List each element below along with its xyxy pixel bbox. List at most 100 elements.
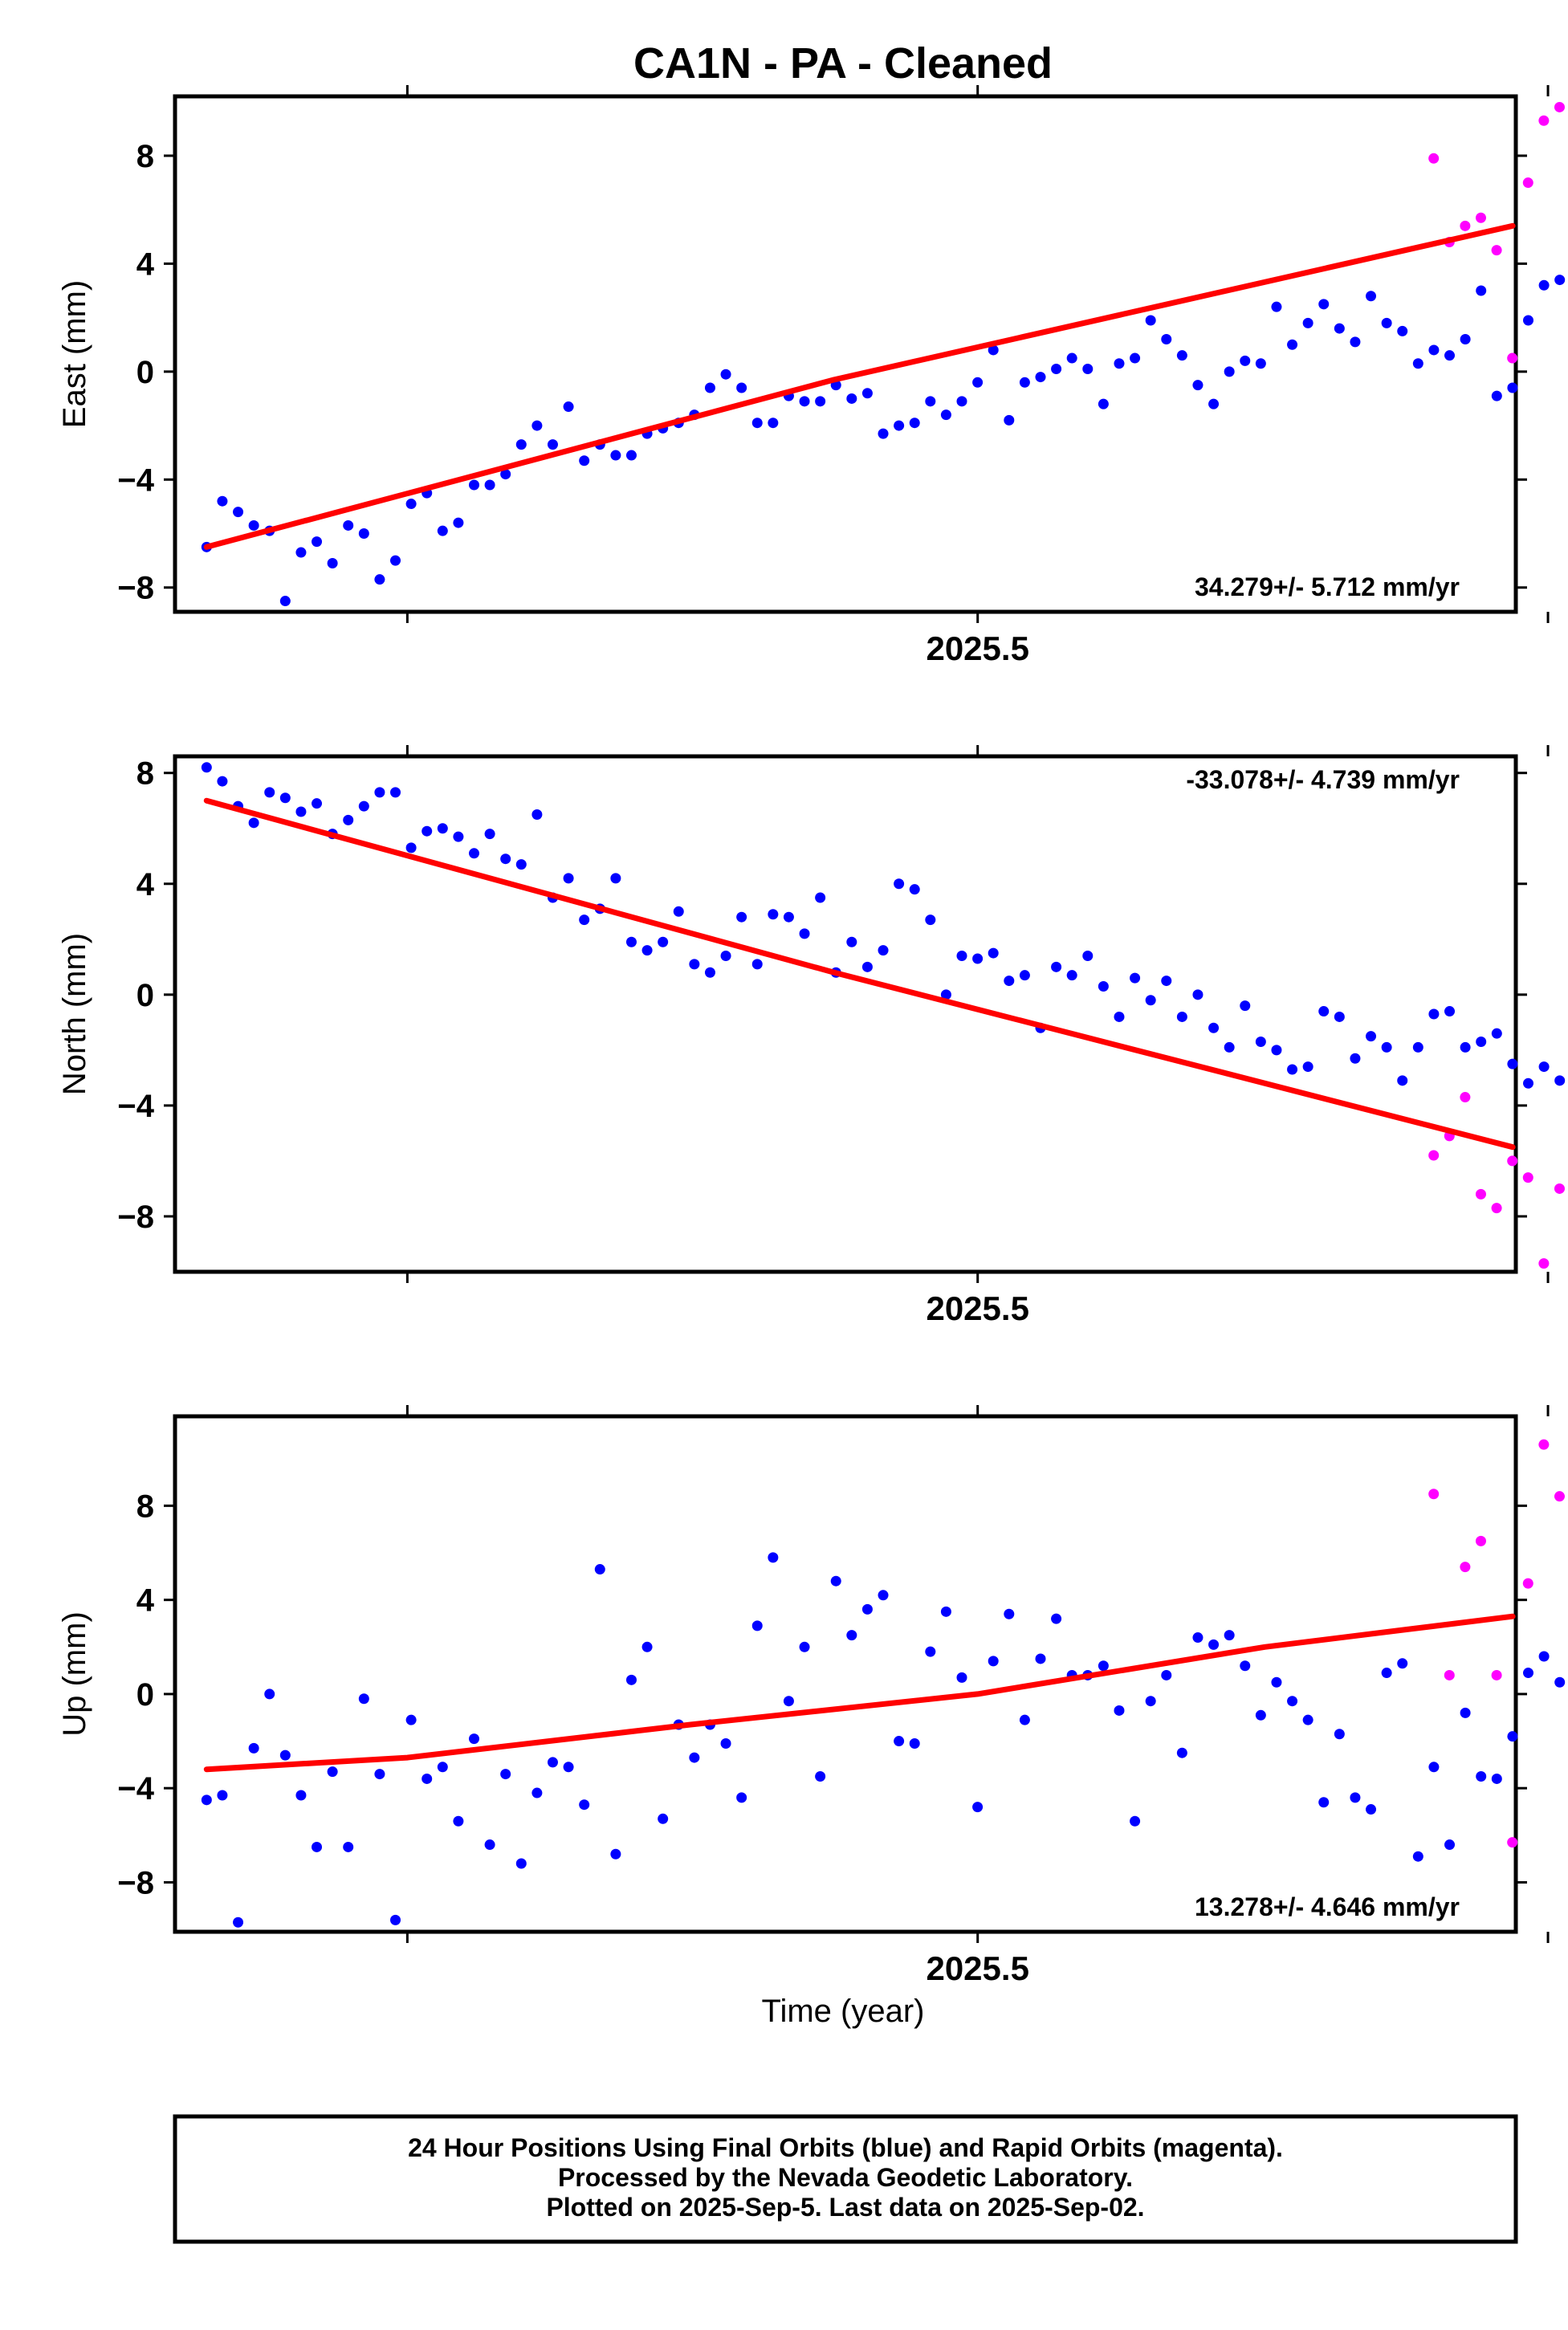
up-final-point xyxy=(1051,1613,1062,1624)
north-final-point xyxy=(1523,1077,1534,1089)
panels: 2025.5 −8 −4 0 4 8 East (mm) 34.279+/- 5.712 mm… xyxy=(57,85,1566,1987)
chart-title: CA1N - PA - Cleaned xyxy=(633,39,1053,88)
up-final-point xyxy=(894,1736,905,1747)
up-final-point xyxy=(1460,1707,1471,1718)
east-final-point xyxy=(390,555,401,566)
north-final-point xyxy=(312,798,323,809)
up-y-tick-label: −4 xyxy=(117,1771,154,1807)
north-final-point xyxy=(374,787,385,798)
east-final-point xyxy=(468,479,479,491)
up-final-point xyxy=(1271,1676,1282,1688)
up-final-point xyxy=(815,1771,826,1782)
east-final-point xyxy=(531,420,543,431)
east-final-point xyxy=(1350,336,1361,348)
east-final-point xyxy=(327,557,338,568)
east-final-point xyxy=(1130,352,1141,364)
up-final-point xyxy=(658,1813,669,1824)
east-rapid-point xyxy=(1428,153,1440,164)
east-final-point xyxy=(720,369,731,380)
up-final-point xyxy=(1444,1839,1456,1851)
up-rapid-point xyxy=(1522,1578,1533,1589)
north-final-point xyxy=(894,878,905,890)
up-final-point xyxy=(940,1606,951,1617)
east-final-point xyxy=(988,344,999,356)
north-final-point xyxy=(1240,1000,1251,1012)
east-final-point xyxy=(1176,350,1187,361)
north-final-point xyxy=(500,853,511,865)
up-final-point xyxy=(1035,1653,1046,1664)
up-final-point xyxy=(1240,1660,1251,1672)
north-final-point xyxy=(1208,1022,1220,1033)
up-final-point xyxy=(972,1802,984,1813)
north-final-point xyxy=(1412,1041,1423,1053)
north-final-point xyxy=(1192,989,1203,1000)
up-final-point xyxy=(736,1792,747,1803)
east-final-point xyxy=(751,418,763,429)
up-final-point xyxy=(1491,1773,1502,1784)
north-fit-line xyxy=(203,797,1516,1151)
east-final-point xyxy=(1287,339,1298,350)
north-final-point xyxy=(563,873,574,884)
up-final-point xyxy=(1098,1660,1109,1672)
north-final-point xyxy=(1460,1041,1471,1053)
north-rapid-point xyxy=(1460,1092,1471,1103)
north-final-point xyxy=(641,945,653,956)
north-final-point xyxy=(217,776,228,787)
up-final-point xyxy=(1019,1714,1030,1725)
up-final-point xyxy=(1507,1731,1518,1742)
east-final-point xyxy=(1412,358,1423,369)
east-final-point xyxy=(861,388,873,399)
up-final-point xyxy=(1476,1771,1487,1782)
up-final-point xyxy=(531,1787,543,1798)
up-final-point xyxy=(846,1630,857,1641)
north-final-point xyxy=(390,787,401,798)
north-rate-label: -33.078+/- 4.739 mm/yr xyxy=(1186,765,1460,794)
up-final-point xyxy=(594,1564,605,1575)
north-final-point xyxy=(531,809,543,820)
east-final-point xyxy=(815,396,826,407)
up-final-point xyxy=(484,1839,495,1851)
up-final-point xyxy=(861,1603,873,1615)
north-y-tick-label: 8 xyxy=(136,756,154,792)
up-final-point xyxy=(453,1815,464,1827)
east-final-point xyxy=(1051,363,1062,374)
east-final-point xyxy=(1161,334,1172,345)
up-final-point xyxy=(1428,1762,1440,1773)
east-final-point xyxy=(563,401,574,413)
up-final-point xyxy=(1302,1714,1313,1725)
north-final-point xyxy=(1366,1031,1377,1042)
east-final-point xyxy=(972,377,984,388)
up-rapid-point xyxy=(1507,1837,1518,1848)
east-fit-line xyxy=(203,222,1516,550)
up-final-point xyxy=(1176,1747,1187,1758)
up-final-point xyxy=(1350,1792,1361,1803)
east-final-point xyxy=(736,382,747,393)
east-rapid-point xyxy=(1460,220,1471,231)
east-final-point xyxy=(1334,323,1345,334)
east-plot-frame xyxy=(173,94,1518,614)
east-final-point xyxy=(500,469,511,480)
north-final-point xyxy=(1334,1011,1345,1022)
up-final-point xyxy=(641,1641,653,1652)
east-final-point xyxy=(1192,380,1203,391)
north-final-point xyxy=(1114,1011,1125,1022)
north-final-point xyxy=(1507,1058,1518,1069)
up-final-point xyxy=(1145,1696,1156,1707)
east-y-tick-label: 0 xyxy=(136,355,154,390)
north-final-point xyxy=(720,951,731,962)
east-final-point xyxy=(1476,285,1487,296)
up-plot-frame xyxy=(173,1414,1518,1934)
north-final-point xyxy=(1161,976,1172,987)
up-rapid-point xyxy=(1460,1562,1471,1573)
north-final-point xyxy=(783,911,794,923)
east-rapid-point xyxy=(1491,245,1502,256)
east-final-point xyxy=(909,418,920,429)
up-y-tick-label: 0 xyxy=(136,1677,154,1713)
footer-line-1: 24 Hour Positions Using Final Orbits (bl… xyxy=(408,2133,1283,2162)
east-final-point xyxy=(768,418,779,429)
east-final-point xyxy=(248,519,259,531)
north-final-point xyxy=(940,989,951,1000)
up-final-point xyxy=(988,1656,999,1667)
east-final-point xyxy=(894,420,905,431)
north-final-point xyxy=(625,936,637,947)
